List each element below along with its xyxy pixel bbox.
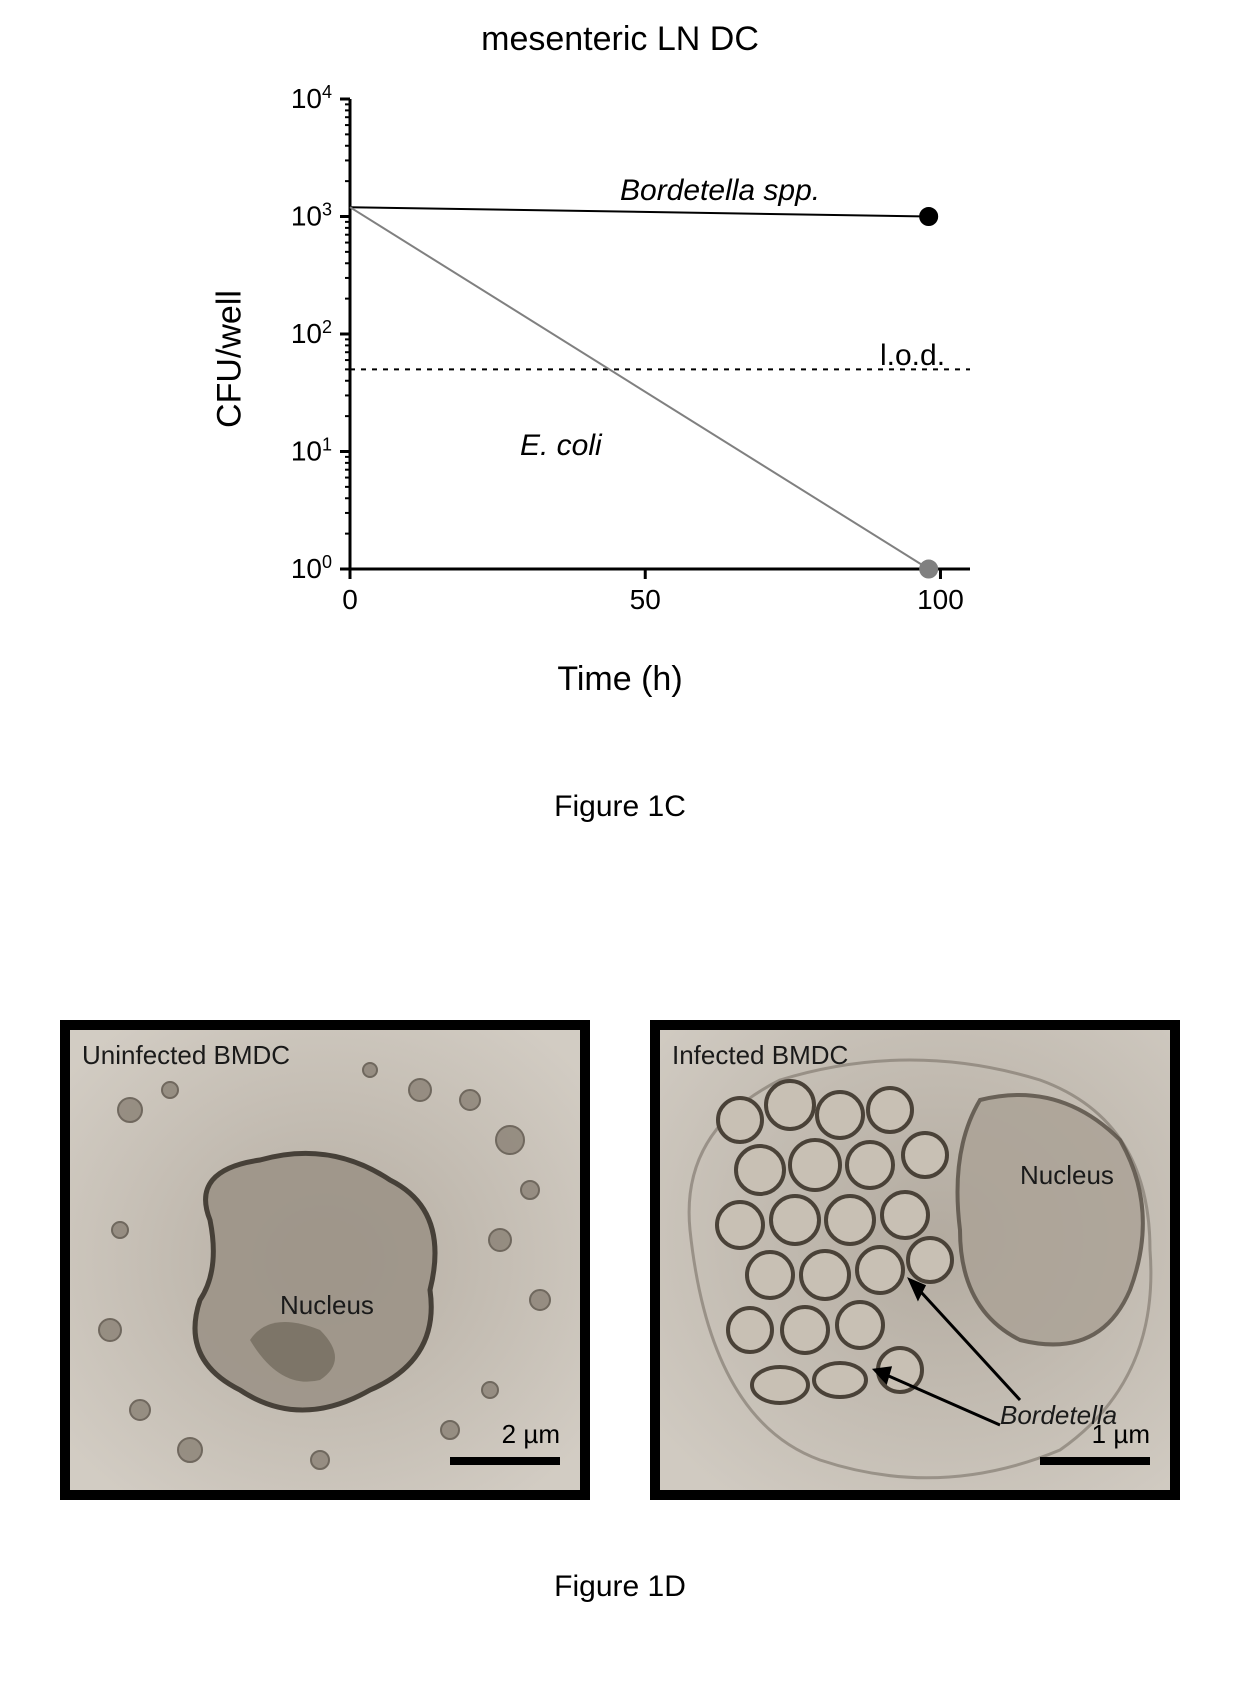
micrograph-title-right: Infected BMDC [672,1040,848,1071]
scale-text-left: 2 µm [502,1419,560,1450]
scale-text-right: 1 µm [1092,1419,1150,1450]
series-label-ecoli: E. coli [520,429,602,463]
nucleus-label-right: Nucleus [1020,1160,1114,1191]
micrograph-row: Uninfected BMDC Nucleus 2 µm [60,1020,1180,1500]
figure-caption-1d: Figure 1D [554,1570,686,1604]
y-axis-label: CFU/well [211,290,250,428]
micrograph-uninfected: Uninfected BMDC Nucleus 2 µm [60,1020,590,1500]
lod-label: l.o.d. [880,339,945,373]
micrograph-infected: Infected BMDC Nucleus Bordetella 1 µm [650,1020,1180,1500]
series-label-bordetella: Bordetella spp. [620,174,820,208]
svg-text:101: 101 [291,435,332,467]
svg-text:0: 0 [342,584,358,615]
figure-caption-1c: Figure 1C [554,790,686,824]
svg-text:50: 50 [630,584,661,615]
micrograph-title-left: Uninfected BMDC [82,1040,290,1071]
svg-text:104: 104 [291,82,332,114]
svg-text:100: 100 [917,584,964,615]
svg-text:103: 103 [291,200,332,232]
scale-bar-right [1040,1457,1150,1465]
x-axis-label: Time (h) [557,660,682,699]
svg-text:102: 102 [291,317,332,349]
plot-area: CFU/well 100101102103104050100 Bordetell… [240,79,1000,639]
svg-text:100: 100 [291,552,332,584]
chart-title: mesenteric LN DC [240,20,1000,59]
nucleus-label-left: Nucleus [280,1290,374,1321]
chart-region: mesenteric LN DC CFU/well 10010110210310… [240,20,1000,639]
scale-bar-left [450,1457,560,1465]
